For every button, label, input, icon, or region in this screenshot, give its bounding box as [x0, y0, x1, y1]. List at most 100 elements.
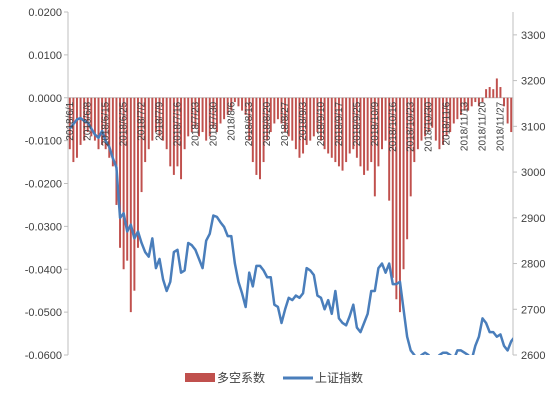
bar-21 [144, 97, 147, 163]
bar-118 [492, 89, 495, 98]
x-tick-label-21: 2018/11/6 [442, 101, 453, 145]
x-tick-label-18: 2018/10/16 [388, 101, 399, 151]
bar-57 [273, 97, 276, 124]
bar-19 [136, 97, 139, 248]
bar-43 [223, 97, 226, 120]
bar-35 [194, 97, 197, 128]
x-tick-label-6: 2018/7/16 [172, 101, 183, 146]
bar-97 [416, 97, 419, 150]
bar-5 [86, 97, 89, 133]
bar-14 [119, 97, 122, 248]
bar-28 [169, 97, 172, 167]
bar-26 [162, 97, 165, 141]
bar-79 [352, 97, 355, 150]
x-tick-label-23: 2018/11/20 [478, 101, 489, 151]
bar-94 [406, 97, 409, 240]
bar-112 [470, 97, 473, 107]
left-tick-label-7: -0.0500 [25, 307, 62, 319]
bar-62 [291, 97, 294, 141]
bar-78 [348, 97, 351, 154]
bar-45 [230, 97, 233, 111]
bar-49 [244, 97, 247, 115]
bar-106 [449, 97, 452, 133]
bar-85 [373, 97, 376, 197]
bar-24 [154, 97, 157, 133]
bar-12 [111, 97, 114, 167]
right-tick-label-5: 2800 [521, 259, 545, 271]
bar-50 [248, 97, 251, 141]
bar-11 [108, 97, 111, 158]
line-layer [68, 116, 513, 355]
bar-61 [287, 97, 290, 137]
legend-label-bar: 多空系数 [217, 370, 265, 385]
bar-71 [323, 97, 326, 150]
x-tick-label-7: 2018/7/23 [190, 101, 201, 146]
bar-108 [456, 97, 459, 120]
bar-111 [467, 97, 470, 111]
bar-99 [424, 97, 427, 137]
bar-72 [327, 97, 330, 154]
right-tick-label-6: 2700 [521, 304, 545, 316]
bar-36 [198, 97, 200, 137]
x-tick-label-3: 2018/6/25 [119, 101, 130, 146]
right-tick-label-0: 3300 [521, 30, 545, 42]
bar-59 [280, 97, 283, 124]
bar-41 [215, 97, 218, 133]
bar-30 [176, 97, 179, 167]
bar-38 [205, 97, 208, 141]
bars-layer [68, 78, 513, 313]
bar-16 [126, 97, 129, 261]
bar-93 [402, 97, 405, 270]
bar-117 [488, 87, 491, 98]
bar-96 [413, 97, 416, 163]
bar-60 [284, 97, 287, 133]
bar-109 [459, 97, 462, 115]
bar-102 [434, 97, 437, 141]
bar-113 [474, 97, 477, 103]
x-tick-label-13: 2018/9/3 [298, 101, 309, 140]
x-tick-label-1: 2018/6/8 [83, 101, 94, 140]
bar-88 [384, 97, 387, 141]
left-tick-label-2: 0.0000 [28, 93, 62, 105]
left-tick-label-4: -0.0200 [25, 179, 62, 191]
left-axis: 0.0200 0.0100 0.0000 -0.0100 -0.0200 -0.0300 -… [25, 7, 68, 362]
x-tick-label-16: 2018/9/25 [352, 101, 363, 146]
legend-swatch-bar [185, 373, 215, 382]
bar-123 [510, 97, 513, 133]
bar-68 [312, 97, 315, 137]
bar-15 [122, 97, 125, 270]
bar-34 [190, 97, 193, 133]
bar-98 [420, 97, 423, 141]
bar-69 [316, 97, 319, 133]
x-tick-label-5: 2018/7/9 [155, 101, 166, 140]
bar-2 [75, 97, 78, 158]
bar-76 [341, 97, 344, 171]
left-tick-label-3: -0.0100 [25, 136, 62, 148]
bar-1 [72, 97, 75, 163]
bar-121 [503, 97, 506, 107]
x-tick-label-19: 2018/10/23 [406, 101, 417, 151]
index-line [68, 116, 513, 355]
bar-67 [309, 97, 312, 141]
bar-48 [241, 97, 244, 111]
bar-0 [68, 97, 71, 150]
bar-101 [431, 97, 434, 128]
right-tick-label-3: 3000 [521, 167, 545, 179]
bar-75 [337, 97, 340, 167]
bar-120 [499, 87, 502, 98]
x-tick-label-9: 2018/8/6 [226, 101, 237, 140]
bar-115 [481, 97, 484, 103]
bar-39 [208, 97, 211, 137]
bar-32 [183, 97, 186, 150]
bar-89 [388, 97, 391, 201]
x-tick-label-8: 2018/7/30 [208, 101, 219, 146]
bar-42 [219, 97, 222, 124]
bar-56 [269, 97, 272, 133]
left-tick-label-1: 0.0100 [28, 50, 62, 62]
bar-86 [377, 97, 380, 167]
bar-29 [172, 97, 175, 175]
bar-100 [427, 97, 430, 133]
legend-label-line: 上证指数 [315, 370, 363, 385]
right-tick-label-7: 2600 [521, 350, 545, 362]
